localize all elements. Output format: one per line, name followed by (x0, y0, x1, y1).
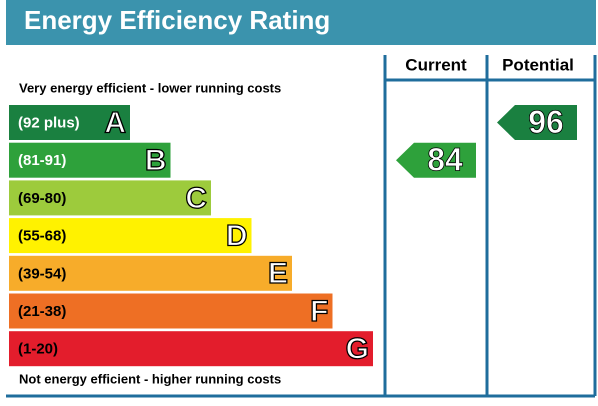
band-range: (55-68) (18, 228, 66, 245)
band-letter: E (268, 257, 288, 290)
band (9, 180, 211, 216)
band (9, 331, 373, 367)
rating-value: 96 (528, 104, 564, 140)
band-range: (1-20) (18, 341, 58, 358)
title: Energy Efficiency Rating (24, 5, 330, 35)
band (9, 142, 171, 178)
band-range: (21-38) (18, 303, 66, 320)
band (9, 255, 292, 291)
header-current: Current (405, 55, 467, 74)
band-range: (81-91) (18, 152, 66, 169)
header-potential: Potential (502, 55, 574, 74)
band-letter: C (185, 182, 207, 215)
frame (6, 55, 597, 398)
band-range: (69-80) (18, 190, 66, 207)
rating-value: 84 (427, 142, 463, 178)
title-bar (6, 0, 596, 45)
band-range: (39-54) (18, 265, 66, 282)
bottom-note: Not energy efficient - higher running co… (19, 371, 281, 386)
band-letter: F (310, 295, 328, 328)
band-range: (92 plus) (18, 114, 80, 131)
top-note: Very energy efficient - lower running co… (19, 80, 281, 95)
band-letter: D (226, 220, 248, 253)
band (9, 218, 252, 254)
band (9, 293, 333, 329)
rating-arrow (497, 105, 577, 140)
rating-arrow (396, 142, 476, 178)
band-letter: B (145, 144, 167, 177)
band-letter: G (346, 333, 369, 366)
band-letter: A (104, 106, 126, 139)
band (9, 105, 130, 140)
